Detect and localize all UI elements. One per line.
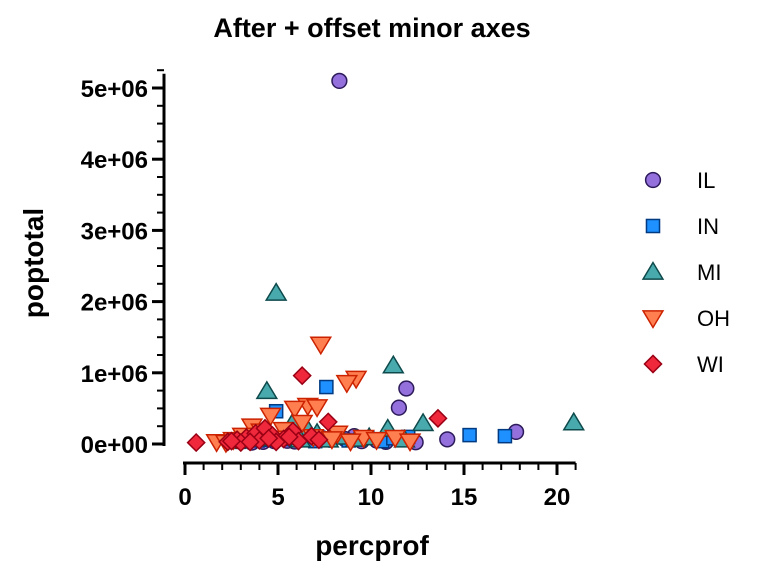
- chart-title: After + offset minor axes: [213, 13, 530, 43]
- y-tick-label: 4e+06: [81, 147, 148, 174]
- data-point-il: [331, 72, 348, 90]
- data-point-wi: [309, 430, 329, 450]
- x-axis: 0 5 10 15 20: [178, 461, 577, 511]
- y-tick-label: 0e+00: [81, 432, 148, 459]
- x-tick-label: 5: [271, 484, 284, 511]
- data-point-wi: [259, 428, 279, 448]
- legend-label: IL: [697, 168, 715, 193]
- data-point-mi: [382, 354, 405, 374]
- x-tick-label: 0: [178, 484, 191, 511]
- legend-marker: [644, 171, 662, 189]
- legend-marker: [645, 218, 661, 234]
- legend-marker: [641, 261, 665, 280]
- data-point-oh: [339, 433, 362, 453]
- data-point-wi: [221, 431, 242, 451]
- data-point-oh: [259, 407, 282, 427]
- data-point-il: [390, 399, 408, 416]
- legend: IL IN MI OH WI: [641, 168, 730, 377]
- data-point-oh: [305, 399, 329, 418]
- data-point-mi: [255, 380, 279, 400]
- y-tick-label: 2e+06: [81, 290, 148, 317]
- legend-item-il: IL: [644, 168, 715, 193]
- data-point-mi: [562, 411, 585, 431]
- data-point-oh: [290, 414, 314, 434]
- data-point-oh: [398, 433, 422, 453]
- y-tick-label: 5e+06: [81, 76, 148, 103]
- series-il: [243, 72, 525, 451]
- data-point-mi: [264, 282, 288, 301]
- legend-label: WI: [697, 352, 724, 377]
- data-point-oh: [309, 336, 333, 356]
- x-tick-label: 20: [544, 484, 571, 511]
- x-tick-label: 15: [451, 484, 478, 511]
- data-point-wi: [318, 412, 338, 432]
- y-tick-label: 3e+06: [81, 218, 148, 245]
- y-axis: 0e+00 1e+06 2e+06 3e+06 4e+06 5e+06: [81, 69, 166, 459]
- data-point-wi: [279, 427, 299, 447]
- y-axis-label: poptotal: [18, 208, 49, 318]
- data-point-wi: [428, 408, 448, 428]
- data-point-wi: [240, 432, 260, 452]
- legend-marker: [643, 354, 663, 374]
- data-point-mi: [411, 412, 435, 432]
- data-point-in: [497, 428, 513, 444]
- data-point-oh: [335, 374, 359, 394]
- data-point-il: [439, 431, 456, 448]
- series-wi: [186, 366, 448, 453]
- data-point-in: [462, 427, 477, 443]
- legend-item-mi: MI: [641, 260, 721, 285]
- legend-item-oh: OH: [641, 306, 730, 331]
- y-tick-label: 1e+06: [81, 361, 148, 388]
- data-point-wi: [292, 366, 312, 386]
- legend-marker: [641, 310, 665, 329]
- legend-label: OH: [697, 306, 730, 331]
- data-point-wi: [186, 432, 206, 453]
- x-axis-label: percprof: [315, 530, 429, 561]
- legend-label: IN: [697, 214, 719, 239]
- x-tick-label: 10: [358, 484, 385, 511]
- data-point-oh: [365, 431, 388, 451]
- data-point-in: [319, 379, 334, 395]
- data-point-il: [398, 380, 415, 397]
- data-point-oh: [283, 400, 306, 420]
- data-points: [186, 72, 585, 454]
- legend-item-in: IN: [645, 214, 719, 239]
- legend-label: MI: [697, 260, 721, 285]
- legend-item-wi: WI: [643, 352, 724, 377]
